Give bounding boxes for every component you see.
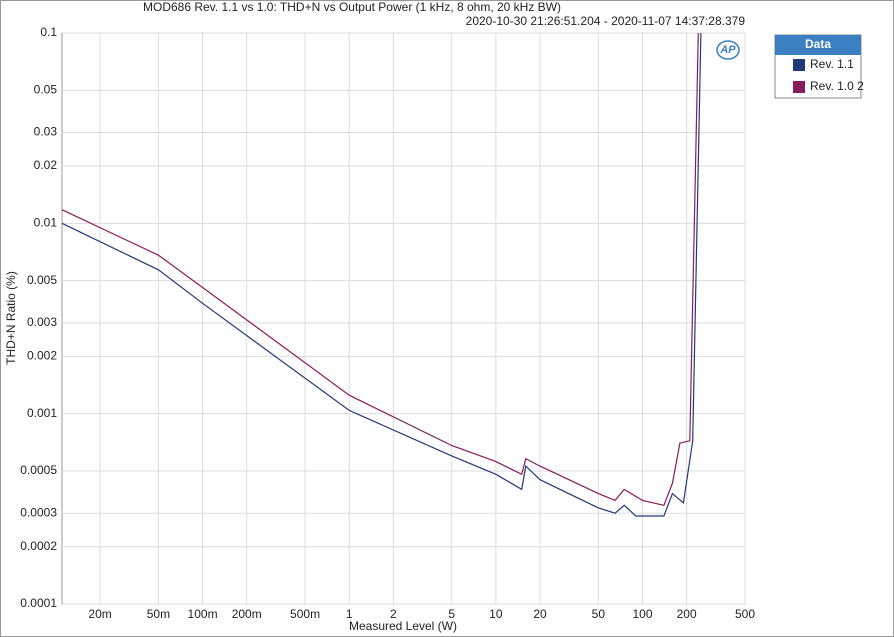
x-tick-label: 200m <box>232 607 262 621</box>
x-tick-label: 100m <box>188 607 218 621</box>
x-tick-label: 50 <box>592 607 606 621</box>
y-tick-label: 0.0005 <box>20 463 57 477</box>
x-tick-label: 10 <box>489 607 503 621</box>
y-tick-label: 0.001 <box>27 406 57 420</box>
chart-subtitle: 2020-10-30 21:26:51.204 - 2020-11-07 14:… <box>466 14 746 28</box>
plot-background <box>61 32 746 605</box>
x-tick-label: 200 <box>677 607 697 621</box>
plot-area <box>61 32 746 605</box>
legend-swatch <box>793 59 805 71</box>
y-tick-label: 0.0003 <box>20 505 57 519</box>
x-tick-label: 1 <box>346 607 353 621</box>
x-tick-label: 50m <box>147 607 170 621</box>
x-tick-label: 500 <box>735 607 755 621</box>
y-tick-label: 0.0001 <box>20 596 57 610</box>
y-tick-label: 0.02 <box>34 158 58 172</box>
y-tick-label: 0.1 <box>40 25 57 39</box>
x-tick-label: 500m <box>290 607 320 621</box>
legend-label: Rev. 1.1 <box>810 57 854 71</box>
x-tick-label: 2 <box>390 607 397 621</box>
y-tick-label: 0.005 <box>27 273 57 287</box>
legend-label: Rev. 1.0 2 <box>810 79 864 93</box>
y-tick-label: 0.003 <box>27 315 57 329</box>
x-tick-label: 5 <box>448 607 455 621</box>
y-tick-label: 0.03 <box>34 125 58 139</box>
logo-ring <box>716 40 740 60</box>
y-tick-label: 0.01 <box>34 216 58 230</box>
x-tick-label: 100 <box>632 607 652 621</box>
legend-swatch <box>793 81 805 93</box>
y-tick-label: 0.0002 <box>20 539 57 553</box>
series-line <box>62 33 702 517</box>
logo: AP <box>719 44 736 56</box>
chart-title: MOD686 Rev. 1.1 vs 1.0: THD+N vs Output … <box>143 0 561 14</box>
y-axis-label: THD+N Ratio (%) <box>4 271 18 365</box>
x-axis-label: Measured Level (W) <box>349 619 457 633</box>
x-tick-label: 20 <box>533 607 547 621</box>
legend-title: Data <box>805 37 831 51</box>
y-tick-label: 0.05 <box>34 82 58 96</box>
series-line <box>62 33 699 507</box>
y-tick-label: 0.002 <box>27 349 57 363</box>
legend-header <box>775 35 861 55</box>
x-tick-label: 20m <box>88 607 111 621</box>
